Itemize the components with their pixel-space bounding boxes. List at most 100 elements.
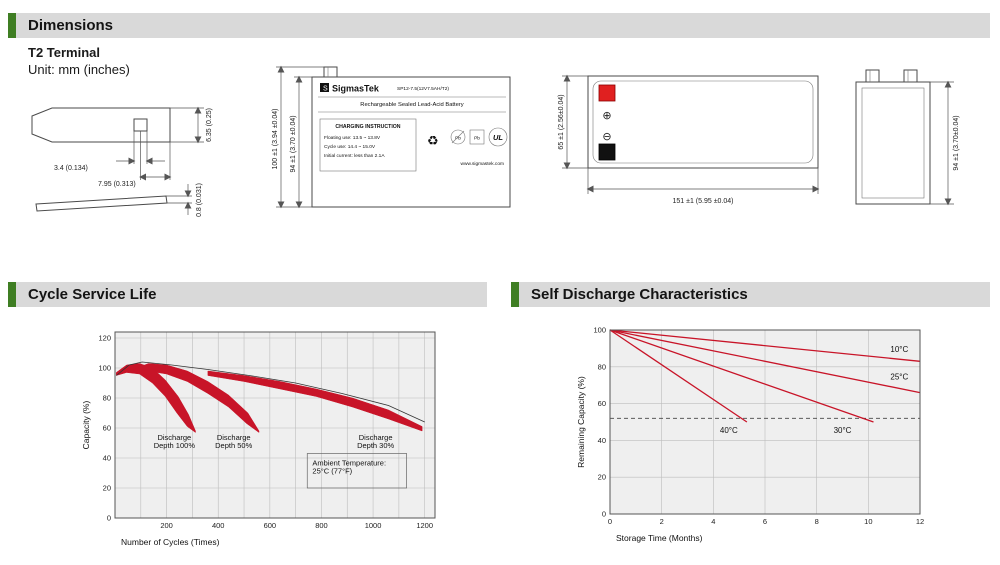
y-tick-label: 20 (598, 473, 606, 482)
annotation: Discharge Depth 100% (154, 433, 196, 450)
dim-hole-offset: 7.95 (0.313) (98, 181, 136, 188)
self-discharge-section-title: Self Discharge Characteristics (531, 286, 748, 303)
dim-case-height: 94 ±1 (3.70 ±0.04) (290, 115, 297, 172)
y-tick-label: 120 (98, 334, 111, 343)
dimensions-section-title: Dimensions (28, 17, 114, 34)
envelope-curve (116, 361, 425, 423)
y-tick-label: 80 (103, 394, 111, 403)
x-tick-label: 4 (711, 517, 715, 526)
x-axis-title: Storage Time (Months) (616, 533, 703, 543)
annotation: Discharge Depth 50% (215, 433, 252, 450)
website-text: www.sigmastek.com (461, 161, 504, 167)
negative-symbol: ⊖ (602, 131, 611, 143)
header-accent-block (511, 282, 519, 307)
y-tick-label: 60 (103, 424, 111, 433)
battery-top-outline (587, 75, 819, 169)
series-line (609, 329, 748, 423)
recycle-icon: ♻ (427, 133, 439, 148)
brand-name: SigmasTek (332, 84, 380, 94)
y-axis-title: Capacity (%) (81, 401, 91, 450)
charging-line-1: Floating use: 13.5 ~ 13.8V (324, 135, 381, 141)
x-tick-label: 12 (916, 517, 924, 526)
unit-note: Unit: mm (inches) (28, 62, 130, 77)
battery-top-lid (592, 80, 814, 164)
y-tick-label: 60 (598, 399, 606, 408)
y-tick-label: 0 (602, 510, 606, 519)
dimensions-section-header: Dimensions (8, 13, 990, 38)
svg-text:Pb: Pb (474, 136, 480, 142)
y-tick-label: 0 (107, 514, 111, 523)
dim-width: 65 ±1 (2.56±0.04) (558, 94, 565, 149)
charging-title: CHARGING INSTRUCTION (335, 124, 400, 130)
self-discharge-chart: 10°C 25°C 30°C 40°C 0 2 4 6 8 10 12 0 20 40 60 80 100 Sto… (576, 326, 924, 544)
x-tick-label: 1000 (365, 521, 382, 530)
svg-text:UL: UL (493, 133, 503, 142)
charging-line-2: Cycle use: 14.4 ~ 15.0V (324, 144, 376, 150)
terminal-detail-drawing: 3.4 (0.134) 7.95 (0.313) 6.35 (0.25) 0.8… (31, 106, 213, 217)
dim-tab-width: 6.35 (0.25) (206, 108, 213, 142)
x-tick-label: 0 (608, 517, 612, 526)
series-label: 25°C (890, 373, 908, 382)
ul-mark-icon (488, 127, 508, 147)
dim-hole-width: 3.4 (0.134) (54, 165, 88, 172)
series-label: 40°C (720, 426, 738, 435)
terminal-info: T2 Terminal Unit: mm (inches) (28, 44, 130, 78)
axis-border (114, 331, 436, 519)
terminal-blade-side (35, 195, 168, 212)
model-number: SP12-7.5(12V7.5AH/T2) (397, 86, 449, 92)
positive-terminal (598, 84, 616, 102)
terminal-type-label: T2 Terminal (28, 45, 101, 60)
x-axis-title: Number of Cycles (Times) (121, 537, 220, 547)
terminal-tab (323, 66, 338, 78)
dim-length: 151 ±1 (5.95 ±0.04) (672, 198, 733, 205)
y-tick-label: 100 (98, 364, 111, 373)
battery-body (311, 76, 511, 208)
y-tick-label: 100 (593, 326, 606, 335)
x-tick-label: 8 (815, 517, 819, 526)
battery-type-line: Rechargeable Sealed Lead-Acid Battery (360, 102, 464, 108)
brand-logo-letter: S (323, 86, 328, 93)
negative-terminal (598, 143, 616, 161)
top-view-drawing: 65 ±1 (2.56±0.04) ⊕ ⊖ 151 ±1 (5.95 ±0.04… (558, 74, 820, 205)
dim-tab-thickness: 0.8 (0.031) (196, 183, 203, 217)
charging-instruction-box (319, 118, 417, 172)
side-view-drawing: 94 ±1 (3.70±0.04) (855, 69, 960, 206)
series-label: 30°C (834, 426, 852, 435)
x-tick-label: 600 (264, 521, 277, 530)
y-tick-label: 80 (598, 362, 606, 371)
discharge-band (132, 363, 260, 433)
series-line (609, 329, 921, 394)
terminal-hole (133, 118, 148, 132)
pb-crossed-icon (450, 129, 466, 145)
cycle-service-life-chart: 200 400 600 800 1000 1200 0 20 40 60 80 100 120 Disch… (81, 331, 436, 547)
positive-symbol: ⊕ (602, 110, 611, 122)
y-tick-label: 40 (103, 454, 111, 463)
x-tick-label: 2 (660, 517, 664, 526)
x-tick-label: 200 (160, 521, 173, 530)
series-line (609, 329, 921, 362)
dim-side-height: 94 ±1 (3.70±0.04) (953, 115, 960, 170)
brand-logo-square (320, 83, 329, 92)
series-line (609, 329, 874, 423)
battery-side-outline (855, 81, 931, 205)
annotation-box (306, 453, 407, 489)
cycle-life-section-title: Cycle Service Life (28, 286, 157, 303)
discharge-band (207, 370, 423, 432)
header-accent-block (8, 282, 16, 307)
terminal-tab-outline (31, 107, 171, 143)
cycle-life-section-header: Cycle Service Life (8, 282, 487, 307)
charging-line-3: Initial current: less than 2.1A (324, 153, 385, 159)
y-tick-label: 40 (598, 436, 606, 445)
svg-text:Pb: Pb (455, 136, 461, 142)
x-tick-label: 400 (212, 521, 225, 530)
battery-side-inner (861, 87, 925, 199)
header-accent-block (8, 13, 16, 38)
x-tick-label: 6 (763, 517, 767, 526)
x-tick-label: 10 (864, 517, 872, 526)
series-label: 10°C (890, 345, 908, 354)
plot-area (115, 332, 435, 518)
y-tick-label: 20 (103, 484, 111, 493)
annotation: Discharge Depth 30% (357, 433, 394, 450)
front-view-drawing: 100 ±1 (3.94 ±0.04) 94 ±1 (3.70 ±0.04) S… (272, 65, 511, 209)
